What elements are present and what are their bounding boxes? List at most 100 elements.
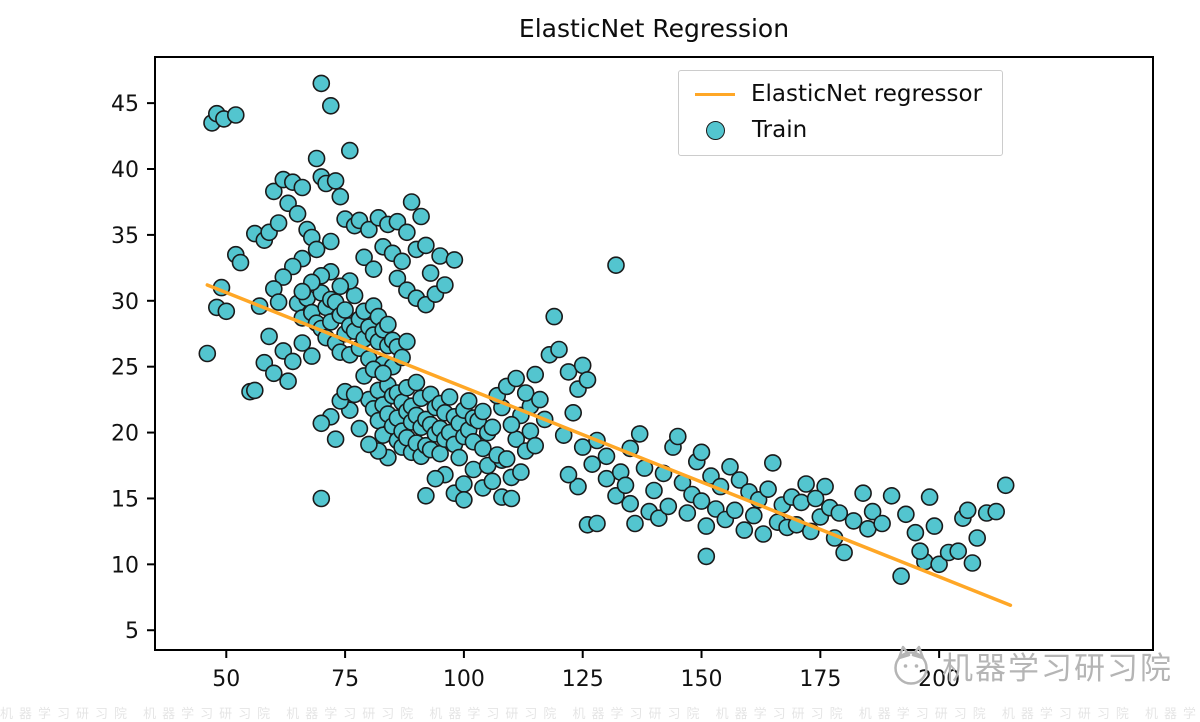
axes-frame — [154, 56, 1154, 651]
train-point — [246, 381, 264, 400]
train-point — [521, 422, 540, 441]
train-point — [920, 488, 939, 506]
train-point — [360, 220, 378, 239]
train-point — [455, 475, 473, 493]
train-point — [630, 425, 649, 443]
train-point — [450, 448, 469, 467]
train-point — [911, 542, 929, 561]
train-point — [321, 232, 340, 251]
train-point — [440, 388, 459, 406]
train-point — [388, 269, 407, 288]
train-point — [564, 403, 583, 422]
train-point — [455, 490, 473, 509]
y-tick-label: 45 — [111, 92, 139, 117]
train-point — [512, 463, 530, 481]
y-tick-label: 25 — [111, 356, 139, 381]
train-point — [307, 149, 326, 168]
train-point — [573, 356, 592, 375]
train-point — [326, 430, 345, 449]
train-point — [507, 369, 526, 388]
train-point — [227, 106, 245, 124]
train-point — [659, 497, 678, 516]
watermark-strip: 机器学习研习院 机器学习研习院 机器学习研习院 机器学习研习院 机器学习研习院 … — [0, 707, 1200, 722]
train-point — [379, 315, 397, 334]
train-point — [269, 293, 288, 311]
train-point — [987, 502, 1006, 521]
train-point — [417, 486, 435, 505]
train-point — [607, 256, 625, 275]
train-point — [897, 505, 915, 524]
train-point — [217, 302, 236, 321]
train-point — [754, 525, 773, 543]
train-point — [398, 223, 416, 242]
train-point — [407, 373, 426, 392]
train-point — [526, 436, 545, 455]
x-tick-label: 125 — [562, 667, 604, 692]
train-point — [692, 443, 711, 462]
train-point — [806, 489, 825, 508]
train-point — [873, 514, 891, 533]
train-point — [735, 521, 754, 539]
train-point — [725, 501, 744, 520]
train-point — [744, 506, 763, 525]
train-point — [892, 567, 910, 586]
train-point — [421, 264, 440, 282]
train-point — [459, 392, 478, 410]
chart-title: ElasticNet Regression — [518, 14, 790, 43]
train-point — [331, 277, 350, 296]
train-point — [968, 529, 987, 547]
train-point — [321, 97, 340, 115]
train-point — [649, 509, 668, 528]
train-point — [645, 481, 663, 500]
train-point — [830, 504, 849, 522]
train-point — [483, 418, 502, 437]
legend: ElasticNet regressor Train — [678, 70, 1004, 156]
x-tick-label: 150 — [681, 667, 723, 692]
y-tick-label: 30 — [111, 290, 139, 315]
train-point — [759, 480, 777, 499]
train-point — [231, 253, 250, 272]
train-point — [312, 489, 331, 508]
train-point — [355, 248, 373, 267]
train-point — [930, 555, 948, 574]
watermark-text: 机器学习研习院 — [942, 650, 1173, 687]
y-tick-label: 20 — [111, 422, 139, 447]
train-point — [925, 517, 944, 535]
train-point — [198, 344, 217, 363]
train-point — [374, 364, 392, 383]
train-point — [483, 472, 502, 491]
train-point — [559, 363, 578, 381]
train-point — [336, 301, 354, 319]
train-point — [616, 476, 635, 495]
train-point — [264, 182, 283, 201]
train-point — [264, 364, 283, 383]
train-point — [882, 486, 901, 505]
train-point — [412, 207, 430, 226]
x-tick-label: 100 — [443, 667, 485, 692]
train-point — [844, 512, 863, 530]
train-point — [445, 251, 464, 269]
train-point — [331, 187, 350, 206]
train-point — [431, 444, 449, 463]
train-point — [431, 247, 449, 265]
train-point — [797, 475, 815, 493]
train-point — [464, 460, 483, 479]
train-point — [863, 502, 882, 521]
train-point — [697, 517, 716, 535]
train-point — [269, 214, 288, 232]
train-point — [279, 372, 297, 391]
train-point — [588, 514, 606, 533]
regression-line — [205, 283, 1013, 607]
train-point — [550, 340, 568, 359]
train-point — [792, 493, 811, 512]
watermark: 机器学习研习院 — [888, 642, 1173, 688]
legend-line-swatch — [695, 92, 735, 96]
train-point — [502, 489, 521, 508]
train-point — [678, 504, 697, 522]
x-tick-label: 75 — [331, 667, 359, 692]
train-point — [621, 494, 640, 513]
train-point — [288, 205, 307, 223]
train-point — [854, 484, 872, 503]
train-point — [559, 465, 578, 484]
train-point — [668, 427, 687, 446]
